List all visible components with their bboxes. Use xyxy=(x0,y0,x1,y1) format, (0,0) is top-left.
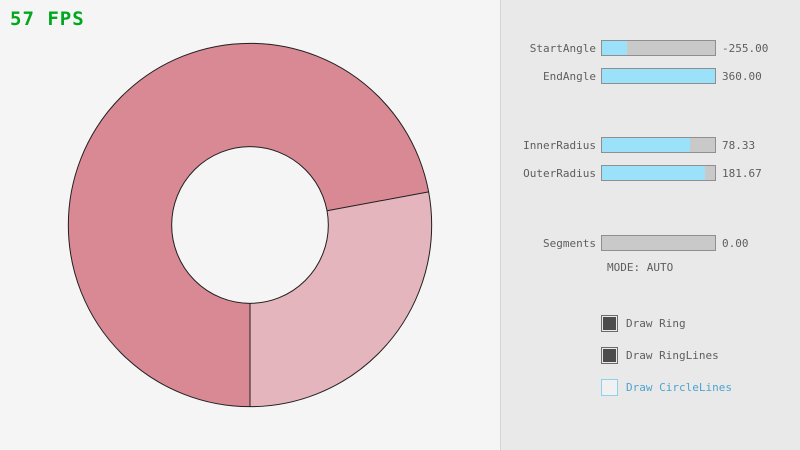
draw-circlelines-checkbox-row[interactable]: Draw CircleLines xyxy=(601,378,732,396)
slider-row-endangle: EndAngle 360.00 xyxy=(501,68,800,84)
ring-chart xyxy=(67,42,433,408)
innerradius-label: InnerRadius xyxy=(523,138,596,152)
segments-slider[interactable] xyxy=(601,235,716,251)
segments-label: Segments xyxy=(543,236,596,250)
innerradius-slider[interactable] xyxy=(601,137,716,153)
slider-row-segments: Segments 0.00 xyxy=(501,235,800,251)
draw-ring-label: Draw Ring xyxy=(626,316,686,330)
ring-divider-line-right xyxy=(326,191,429,212)
draw-ring-checkbox-row[interactable]: Draw Ring xyxy=(601,314,686,332)
draw-ringlines-checkbox[interactable] xyxy=(601,346,618,364)
outerradius-slider[interactable] xyxy=(601,165,716,181)
canvas-area: 57 FPS xyxy=(10,8,433,408)
startangle-label: StartAngle xyxy=(529,41,596,55)
outerradius-value: 181.67 xyxy=(722,166,762,180)
draw-circlelines-label: Draw CircleLines xyxy=(626,380,732,394)
segments-value: 0.00 xyxy=(722,236,749,250)
slider-row-outerradius: OuterRadius 181.67 xyxy=(501,165,800,181)
outerradius-label: OuterRadius xyxy=(523,166,596,180)
ring-inner-outline xyxy=(171,146,329,304)
draw-ring-checkbox[interactable] xyxy=(601,314,618,332)
draw-ringlines-label: Draw RingLines xyxy=(626,348,719,362)
startangle-value: -255.00 xyxy=(722,41,769,55)
slider-row-innerradius: InnerRadius 78.33 xyxy=(501,137,800,153)
innerradius-value: 78.33 xyxy=(722,138,756,152)
fps-counter: 57 FPS xyxy=(10,8,85,30)
endangle-slider[interactable] xyxy=(601,68,716,84)
control-panel: StartAngle -255.00 EndAngle 360.00 Inner… xyxy=(500,0,800,450)
draw-circlelines-checkbox[interactable] xyxy=(601,378,618,396)
endangle-value: 360.00 xyxy=(722,69,762,83)
mode-label: MODE: AUTO xyxy=(607,261,674,274)
endangle-label: EndAngle xyxy=(543,69,596,83)
ring-light-segment xyxy=(250,191,432,407)
draw-ringlines-checkbox-row[interactable]: Draw RingLines xyxy=(601,346,719,364)
slider-row-startangle: StartAngle -255.00 xyxy=(501,40,800,56)
startangle-slider[interactable] xyxy=(601,40,716,56)
